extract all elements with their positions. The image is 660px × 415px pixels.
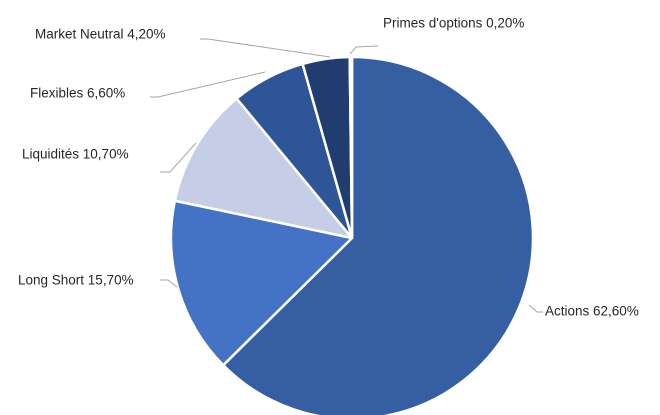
leader-line xyxy=(349,45,379,55)
data-label: Actions 62,60% xyxy=(545,304,639,319)
data-label: Liquidités 10,70% xyxy=(22,147,129,162)
data-label: Primes d'options 0,20% xyxy=(383,16,524,31)
pie-slices xyxy=(169,55,535,415)
leader-lines xyxy=(150,38,543,313)
leader-line xyxy=(150,71,266,98)
leader-line xyxy=(160,142,197,173)
leader-line xyxy=(160,279,178,288)
data-label: Long Short 15,70% xyxy=(18,273,134,288)
pie-slice-long-short xyxy=(169,199,354,367)
leader-line xyxy=(200,38,331,58)
data-labels: Actions 62,60% Long Short 15,70% Liquidité… xyxy=(18,16,639,319)
leader-line xyxy=(528,304,543,313)
pie-slice-primes-d-options xyxy=(348,55,354,240)
pie-slice-liquidit-s xyxy=(173,97,354,240)
data-label: Market Neutral 4,20% xyxy=(35,27,166,42)
data-label: Flexibles 6,60% xyxy=(30,86,125,101)
